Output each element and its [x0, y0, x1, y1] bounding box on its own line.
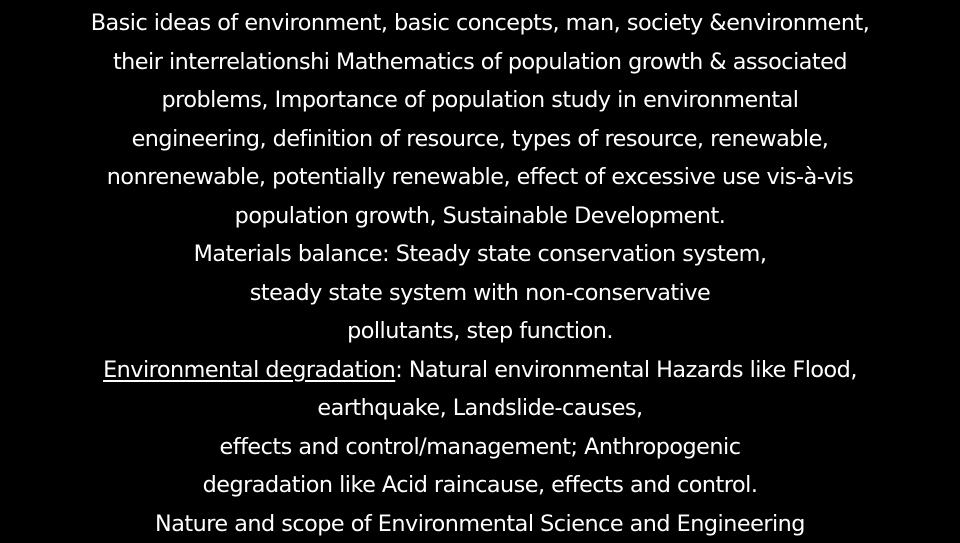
text-line: population growth, Sustainable Developme… [0, 197, 960, 236]
text-line: steady state system with non-conservativ… [0, 274, 960, 313]
text-line: degradation like Acid raincause, effects… [0, 466, 960, 505]
text-line: Nature and scope of Environmental Scienc… [0, 505, 960, 543]
text-line: Materials balance: Steady state conserva… [0, 235, 960, 274]
text-line: earthquake, Landslide-causes, [0, 389, 960, 428]
slide-body-text: Basic ideas of environment, basic concep… [0, 4, 960, 543]
text-line: their interrelationshi Mathematics of po… [0, 43, 960, 82]
text-line: Basic ideas of environment, basic concep… [0, 4, 960, 43]
text-line: effects and control/management; Anthropo… [0, 428, 960, 467]
text-line: pollutants, step function. [0, 312, 960, 351]
text-line: problems, Importance of population study… [0, 81, 960, 120]
degradation-rest: : Natural environmental Hazards like Flo… [395, 357, 857, 383]
degradation-line: Environmental degradation: Natural envir… [0, 351, 960, 390]
text-line: engineering, definition of resource, typ… [0, 120, 960, 159]
degradation-heading: Environmental degradation [103, 357, 395, 383]
text-line: nonrenewable, potentially renewable, eff… [0, 158, 960, 197]
